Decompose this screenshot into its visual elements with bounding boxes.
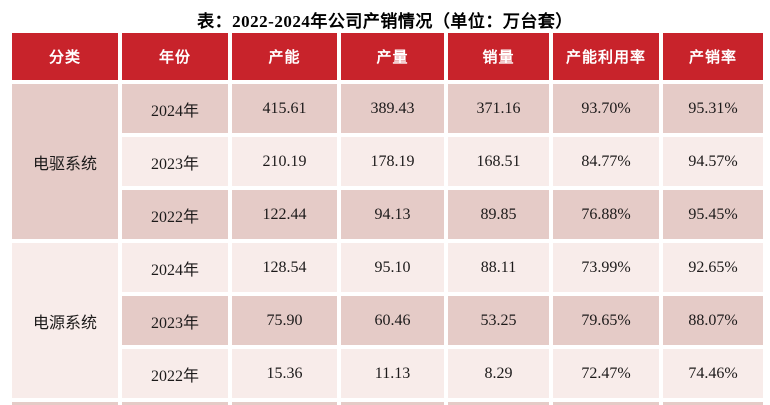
output-cell: 389.43 — [341, 84, 444, 133]
year-cell: 2022年 — [122, 190, 228, 239]
sales-cell: 371.16 — [448, 84, 549, 133]
year-cell: 2023年 — [122, 296, 228, 345]
sales-cell: 88.11 — [448, 243, 549, 292]
sales-cell: 53.25 — [448, 296, 549, 345]
utilization-cell: 72.47% — [553, 349, 659, 398]
year-cell: 2024年 — [122, 243, 228, 292]
output-cell: 94.13 — [341, 190, 444, 239]
utilization-cell: 76.88% — [553, 190, 659, 239]
sales-cell: 168.51 — [448, 137, 549, 186]
cutoff-row-cell — [12, 402, 118, 405]
cutoff-row-cell — [663, 402, 763, 405]
sales-ratio-cell: 88.07% — [663, 296, 763, 345]
category-cell-edrive: 电驱系统 — [12, 84, 118, 239]
year-cell: 2023年 — [122, 137, 228, 186]
utilization-cell: 84.77% — [553, 137, 659, 186]
sales-cell: 89.85 — [448, 190, 549, 239]
cutoff-row-cell — [232, 402, 337, 405]
sales-ratio-cell: 95.45% — [663, 190, 763, 239]
utilization-cell: 93.70% — [553, 84, 659, 133]
sales-ratio-cell: 95.31% — [663, 84, 763, 133]
table-title: 表：2022-2024年公司产销情况（单位：万台套） — [197, 12, 573, 31]
output-cell: 60.46 — [341, 296, 444, 345]
production-sales-table: 分类 年份 产能 产量 销量 产能利用率 产销率 电驱系统 2024年 415.… — [12, 33, 763, 405]
header-cell-output: 产量 — [341, 33, 444, 80]
sales-ratio-cell: 74.46% — [663, 349, 763, 398]
cutoff-row-cell — [122, 402, 228, 405]
capacity-cell: 122.44 — [232, 190, 337, 239]
header-cell-capacity: 产能 — [232, 33, 337, 80]
cutoff-row-cell — [341, 402, 444, 405]
output-cell: 95.10 — [341, 243, 444, 292]
category-cell-power: 电源系统 — [12, 243, 118, 398]
capacity-cell: 15.36 — [232, 349, 337, 398]
capacity-cell: 210.19 — [232, 137, 337, 186]
cutoff-row-cell — [448, 402, 549, 405]
sales-cell: 8.29 — [448, 349, 549, 398]
utilization-cell: 73.99% — [553, 243, 659, 292]
header-cell-sales: 销量 — [448, 33, 549, 80]
capacity-cell: 128.54 — [232, 243, 337, 292]
sales-ratio-cell: 92.65% — [663, 243, 763, 292]
capacity-cell: 75.90 — [232, 296, 337, 345]
output-cell: 178.19 — [341, 137, 444, 186]
year-cell: 2022年 — [122, 349, 228, 398]
year-cell: 2024年 — [122, 84, 228, 133]
output-cell: 11.13 — [341, 349, 444, 398]
header-cell-year: 年份 — [122, 33, 228, 80]
utilization-cell: 79.65% — [553, 296, 659, 345]
header-cell-category: 分类 — [12, 33, 118, 80]
header-cell-sales-ratio: 产销率 — [663, 33, 763, 80]
capacity-cell: 415.61 — [232, 84, 337, 133]
cutoff-row-cell — [553, 402, 659, 405]
sales-ratio-cell: 94.57% — [663, 137, 763, 186]
header-cell-utilization: 产能利用率 — [553, 33, 659, 80]
